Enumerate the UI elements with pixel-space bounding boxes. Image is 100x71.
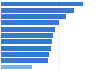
Bar bbox=[1, 39, 52, 44]
Bar bbox=[1, 58, 48, 63]
Bar bbox=[1, 20, 59, 25]
Bar bbox=[1, 27, 55, 32]
Bar bbox=[1, 46, 51, 51]
Bar bbox=[1, 1, 83, 6]
Bar bbox=[1, 8, 74, 13]
Bar bbox=[1, 14, 66, 19]
Bar bbox=[1, 52, 49, 57]
Bar bbox=[1, 33, 53, 38]
Bar bbox=[1, 65, 32, 70]
